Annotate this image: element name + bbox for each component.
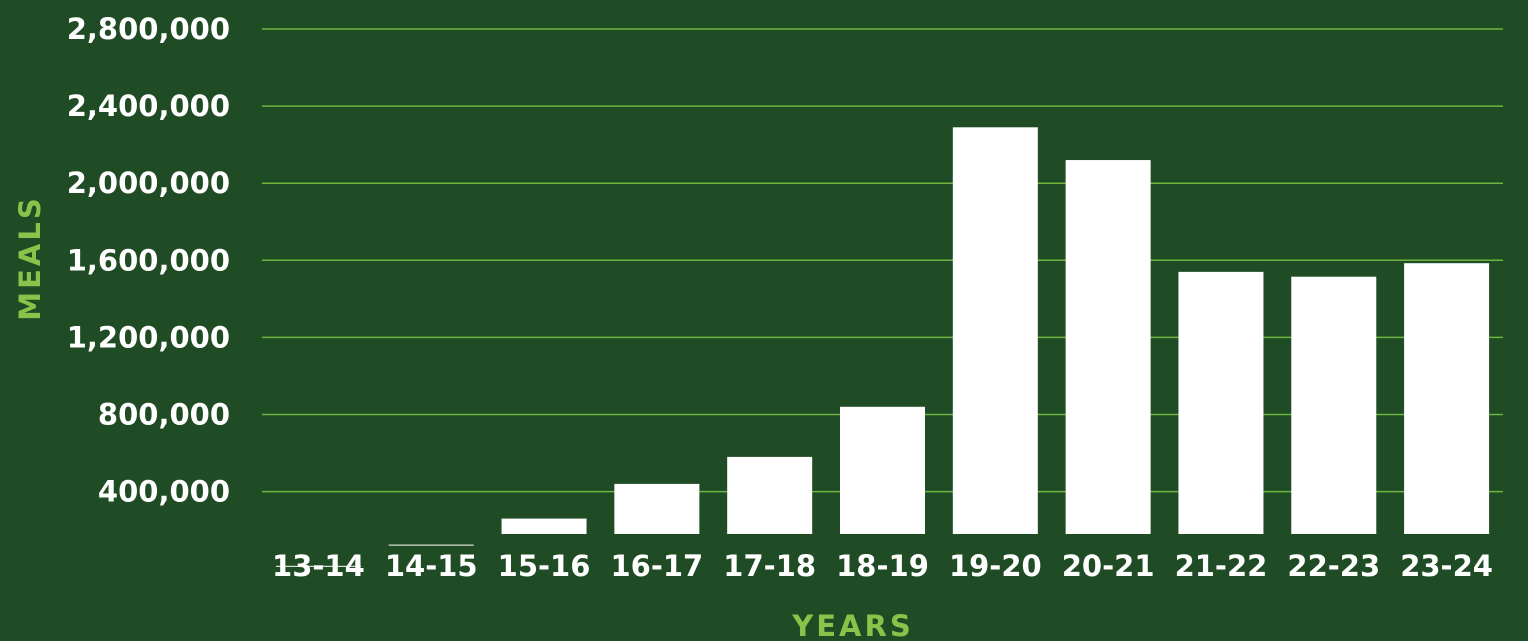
bar (388, 544, 474, 546)
bar (952, 127, 1038, 535)
bar (275, 565, 361, 567)
bar (840, 406, 925, 534)
bar (614, 483, 700, 534)
y-tick-label: 1,600,000 (67, 243, 230, 277)
y-axis-tick-labels: 400,000 800,000 1,200,000 1,600,000 2,000,00… (67, 12, 230, 509)
x-tick-label: 20-21 (1062, 549, 1155, 583)
y-tick-label: 800,000 (98, 397, 230, 431)
gridlines (262, 28, 1503, 493)
bar (1291, 276, 1377, 534)
x-tick-label: 19-20 (949, 549, 1042, 583)
y-tick-label: 2,400,000 (67, 89, 230, 123)
bars (275, 127, 1490, 567)
y-tick-label: 2,800,000 (67, 12, 230, 46)
x-tick-label: 21-22 (1175, 549, 1268, 583)
x-tick-label: 15-16 (498, 549, 591, 583)
bar (1178, 271, 1264, 534)
y-tick-label: 1,200,000 (67, 320, 230, 354)
x-tick-label: 16-17 (610, 549, 703, 583)
y-tick-label: 400,000 (98, 475, 230, 509)
x-tick-label: 17-18 (723, 549, 816, 583)
x-tick-label: 13-14 (272, 549, 365, 583)
x-tick-label: 22-23 (1287, 549, 1380, 583)
x-tick-label: 23-24 (1400, 549, 1493, 583)
bar (1404, 263, 1490, 534)
x-tick-label: 14-15 (385, 549, 478, 583)
bar (727, 456, 813, 534)
x-axis-title: YEARS (791, 609, 913, 641)
y-tick-label: 2,000,000 (67, 166, 230, 200)
bar (1065, 160, 1151, 534)
bar (501, 518, 587, 534)
x-tick-label: 18-19 (836, 549, 929, 583)
x-axis-tick-labels: 13-14 14-15 15-16 16-17 17-18 18-19 19-20 20-21… (272, 549, 1493, 583)
y-axis-title: MEALS (13, 195, 47, 320)
